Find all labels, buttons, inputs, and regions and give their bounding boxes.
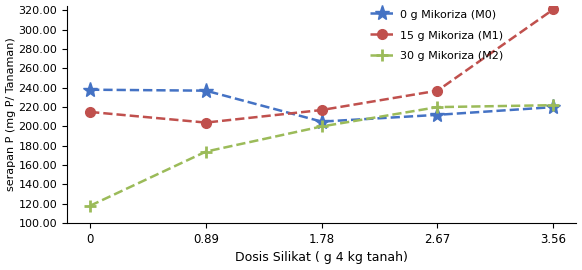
0 g Mikoriza (M0) — [550, 106, 557, 109]
0 g Mikoriza (M0) — [434, 113, 441, 116]
0 g Mikoriza (M0) — [203, 89, 210, 92]
30 g Mikoriza (M2) — [550, 104, 557, 107]
15 g Mikoriza (M1) — [318, 108, 325, 112]
0 g Mikoriza (M0) — [87, 88, 94, 91]
15 g Mikoriza (M1) — [87, 110, 94, 114]
Line: 30 g Mikoriza (M2): 30 g Mikoriza (M2) — [84, 99, 559, 212]
15 g Mikoriza (M1) — [203, 121, 210, 124]
X-axis label: Dosis Silikat ( g 4 kg tanah): Dosis Silikat ( g 4 kg tanah) — [235, 251, 408, 264]
30 g Mikoriza (M2) — [434, 106, 441, 109]
30 g Mikoriza (M2) — [318, 125, 325, 128]
Line: 15 g Mikoriza (M1): 15 g Mikoriza (M1) — [85, 5, 558, 127]
30 g Mikoriza (M2) — [87, 204, 94, 207]
Line: 0 g Mikoriza (M0): 0 g Mikoriza (M0) — [83, 82, 561, 129]
30 g Mikoriza (M2) — [203, 150, 210, 153]
15 g Mikoriza (M1) — [550, 8, 557, 11]
15 g Mikoriza (M1) — [434, 89, 441, 92]
Y-axis label: serapan P (mg P/ Tanaman): serapan P (mg P/ Tanaman) — [6, 38, 16, 191]
Legend: 0 g Mikoriza (M0), 15 g Mikoriza (M1), 30 g Mikoriza (M2): 0 g Mikoriza (M0), 15 g Mikoriza (M1), 3… — [368, 7, 506, 63]
0 g Mikoriza (M0) — [318, 120, 325, 123]
